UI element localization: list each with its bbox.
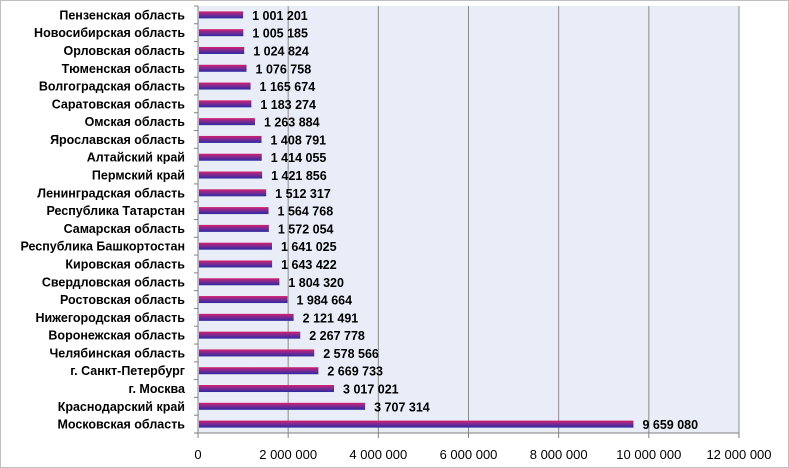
data-label: 1 005 185 (252, 27, 308, 41)
category-label: Новосибирская область (34, 26, 185, 40)
category-label: Республика Татарстан (46, 204, 185, 218)
category-label: Челябинская область (49, 346, 185, 360)
data-label: 1 641 025 (281, 240, 337, 254)
x-tick-label: 2 000 000 (259, 447, 317, 462)
bar (199, 153, 262, 161)
data-label: 2 578 566 (323, 347, 379, 361)
category-label: Самарская область (64, 222, 186, 236)
data-label: 1 804 320 (288, 276, 344, 290)
category-label: Тюменская область (62, 62, 186, 76)
data-label: 1 421 856 (271, 169, 327, 183)
data-label: 1 024 824 (253, 44, 309, 58)
bar (199, 349, 315, 357)
bar (199, 313, 294, 321)
bar (199, 46, 245, 54)
category-label: Ленинградская область (37, 186, 185, 200)
data-label: 1 512 317 (275, 187, 331, 201)
category-label: Пермский край (92, 169, 185, 183)
data-label: 1 564 768 (278, 205, 334, 219)
data-label: 2 669 733 (327, 365, 383, 379)
category-label: Воронежская область (48, 329, 185, 343)
data-label: 1 572 054 (278, 222, 334, 236)
x-tick-label: 12 000 000 (706, 447, 771, 462)
bar (199, 189, 267, 197)
x-tick-label: 8 000 000 (530, 447, 588, 462)
category-label: Орловская область (64, 44, 186, 58)
data-label: 2 121 491 (303, 311, 359, 325)
category-label: г. Санкт-Петербург (70, 364, 185, 378)
bar (199, 100, 252, 108)
bar (199, 29, 244, 37)
x-tick-label: 4 000 000 (349, 447, 407, 462)
data-label: 1 001 201 (252, 9, 308, 23)
category-label: Ярославская область (50, 133, 185, 147)
category-label: Краснодарский край (58, 400, 185, 414)
data-label: 9 659 080 (642, 418, 698, 432)
bar (199, 135, 262, 143)
category-label: Кировская область (65, 257, 185, 271)
category-label: Омская область (85, 115, 186, 129)
category-label: Алтайский край (87, 151, 185, 165)
data-label: 2 267 778 (309, 329, 365, 343)
category-label: Республика Башкортостан (20, 240, 185, 254)
bar (199, 82, 251, 90)
bar (199, 207, 269, 215)
bar (199, 278, 280, 286)
data-label: 1 263 884 (264, 116, 320, 130)
data-label: 1 408 791 (271, 133, 327, 147)
data-label: 1 183 274 (260, 98, 316, 112)
category-label: Ростовская область (60, 293, 185, 307)
category-label: Пензенская область (59, 8, 185, 22)
category-label: Свердловская область (42, 275, 185, 289)
bar (199, 331, 301, 339)
x-tick-label: 6 000 000 (440, 447, 498, 462)
data-label: 1 643 422 (281, 258, 337, 272)
data-label: 3 707 314 (374, 400, 430, 414)
bar (199, 385, 335, 393)
category-label: Московская область (57, 418, 185, 432)
category-label: г. Москва (129, 382, 187, 396)
category-label: Нижегородская область (35, 311, 185, 325)
category-label: Волгоградская область (39, 80, 185, 94)
bar (199, 224, 269, 232)
bar (199, 11, 244, 19)
bar (199, 420, 634, 428)
data-label: 1 076 758 (256, 62, 312, 76)
x-tick-label: 0 (194, 447, 201, 462)
category-label: Саратовская область (52, 97, 186, 111)
bar (199, 296, 288, 304)
x-tick-label: 10 000 000 (616, 447, 681, 462)
bar (199, 171, 263, 179)
data-label: 1 984 664 (296, 294, 352, 308)
bar (199, 242, 272, 250)
bar (199, 118, 255, 126)
bar (199, 64, 247, 72)
bar (199, 260, 273, 268)
data-label: 3 017 021 (343, 383, 399, 397)
bar (199, 367, 319, 375)
data-label: 1 165 674 (260, 80, 316, 94)
data-label: 1 414 055 (271, 151, 327, 165)
bar (199, 402, 366, 410)
